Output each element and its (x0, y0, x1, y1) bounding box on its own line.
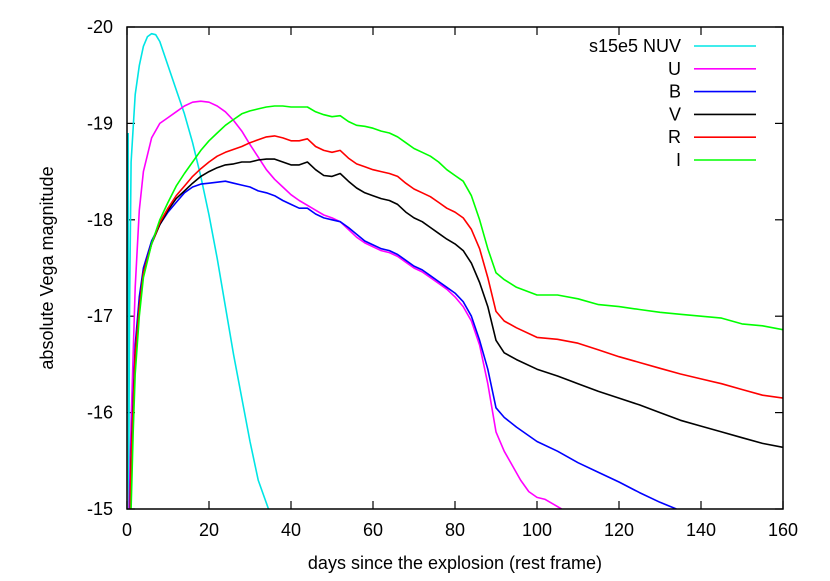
legend-label: R (668, 127, 681, 147)
x-tick-label: 0 (122, 520, 132, 540)
y-tick-label: -19 (87, 113, 113, 133)
y-tick-label: -17 (87, 306, 113, 326)
x-tick-label: 20 (199, 520, 219, 540)
series-line-r (129, 135, 783, 509)
x-tick-label: 140 (686, 520, 716, 540)
y-tick-label: -16 (87, 403, 113, 423)
x-tick-labels: 0 20 40 60 80 100 120 140 160 (122, 520, 798, 540)
x-tick-label: 40 (281, 520, 301, 540)
plot-frame (126, 26, 784, 510)
series-line-v (129, 158, 783, 509)
y-tick-labels: -20 -19 -18 -17 -16 -15 (87, 17, 113, 519)
legend-label: U (668, 59, 681, 79)
series-line-s15e5-nuv (127, 32, 270, 509)
legend-label: B (669, 82, 681, 102)
y-tick-label: -15 (87, 499, 113, 519)
x-tick-label: 80 (445, 520, 465, 540)
series-line-b (129, 180, 677, 509)
series-line-i (130, 105, 783, 509)
x-tick-label: 100 (522, 520, 552, 540)
legend-label: V (669, 104, 681, 124)
x-tick-label: 160 (768, 520, 798, 540)
plot-series (127, 32, 783, 509)
y-tick-label: -20 (87, 17, 113, 37)
y-axis-title: absolute Vega magnitude (37, 166, 57, 369)
series-line-u (128, 100, 563, 509)
x-axis-title: days since the explosion (rest frame) (308, 553, 602, 573)
legend-label: s15e5 NUV (589, 36, 681, 56)
x-tick-label: 60 (363, 520, 383, 540)
x-tick-label: 120 (604, 520, 634, 540)
axis-ticks (126, 26, 784, 510)
y-tick-label: -18 (87, 210, 113, 230)
legend-label: I (676, 150, 681, 170)
